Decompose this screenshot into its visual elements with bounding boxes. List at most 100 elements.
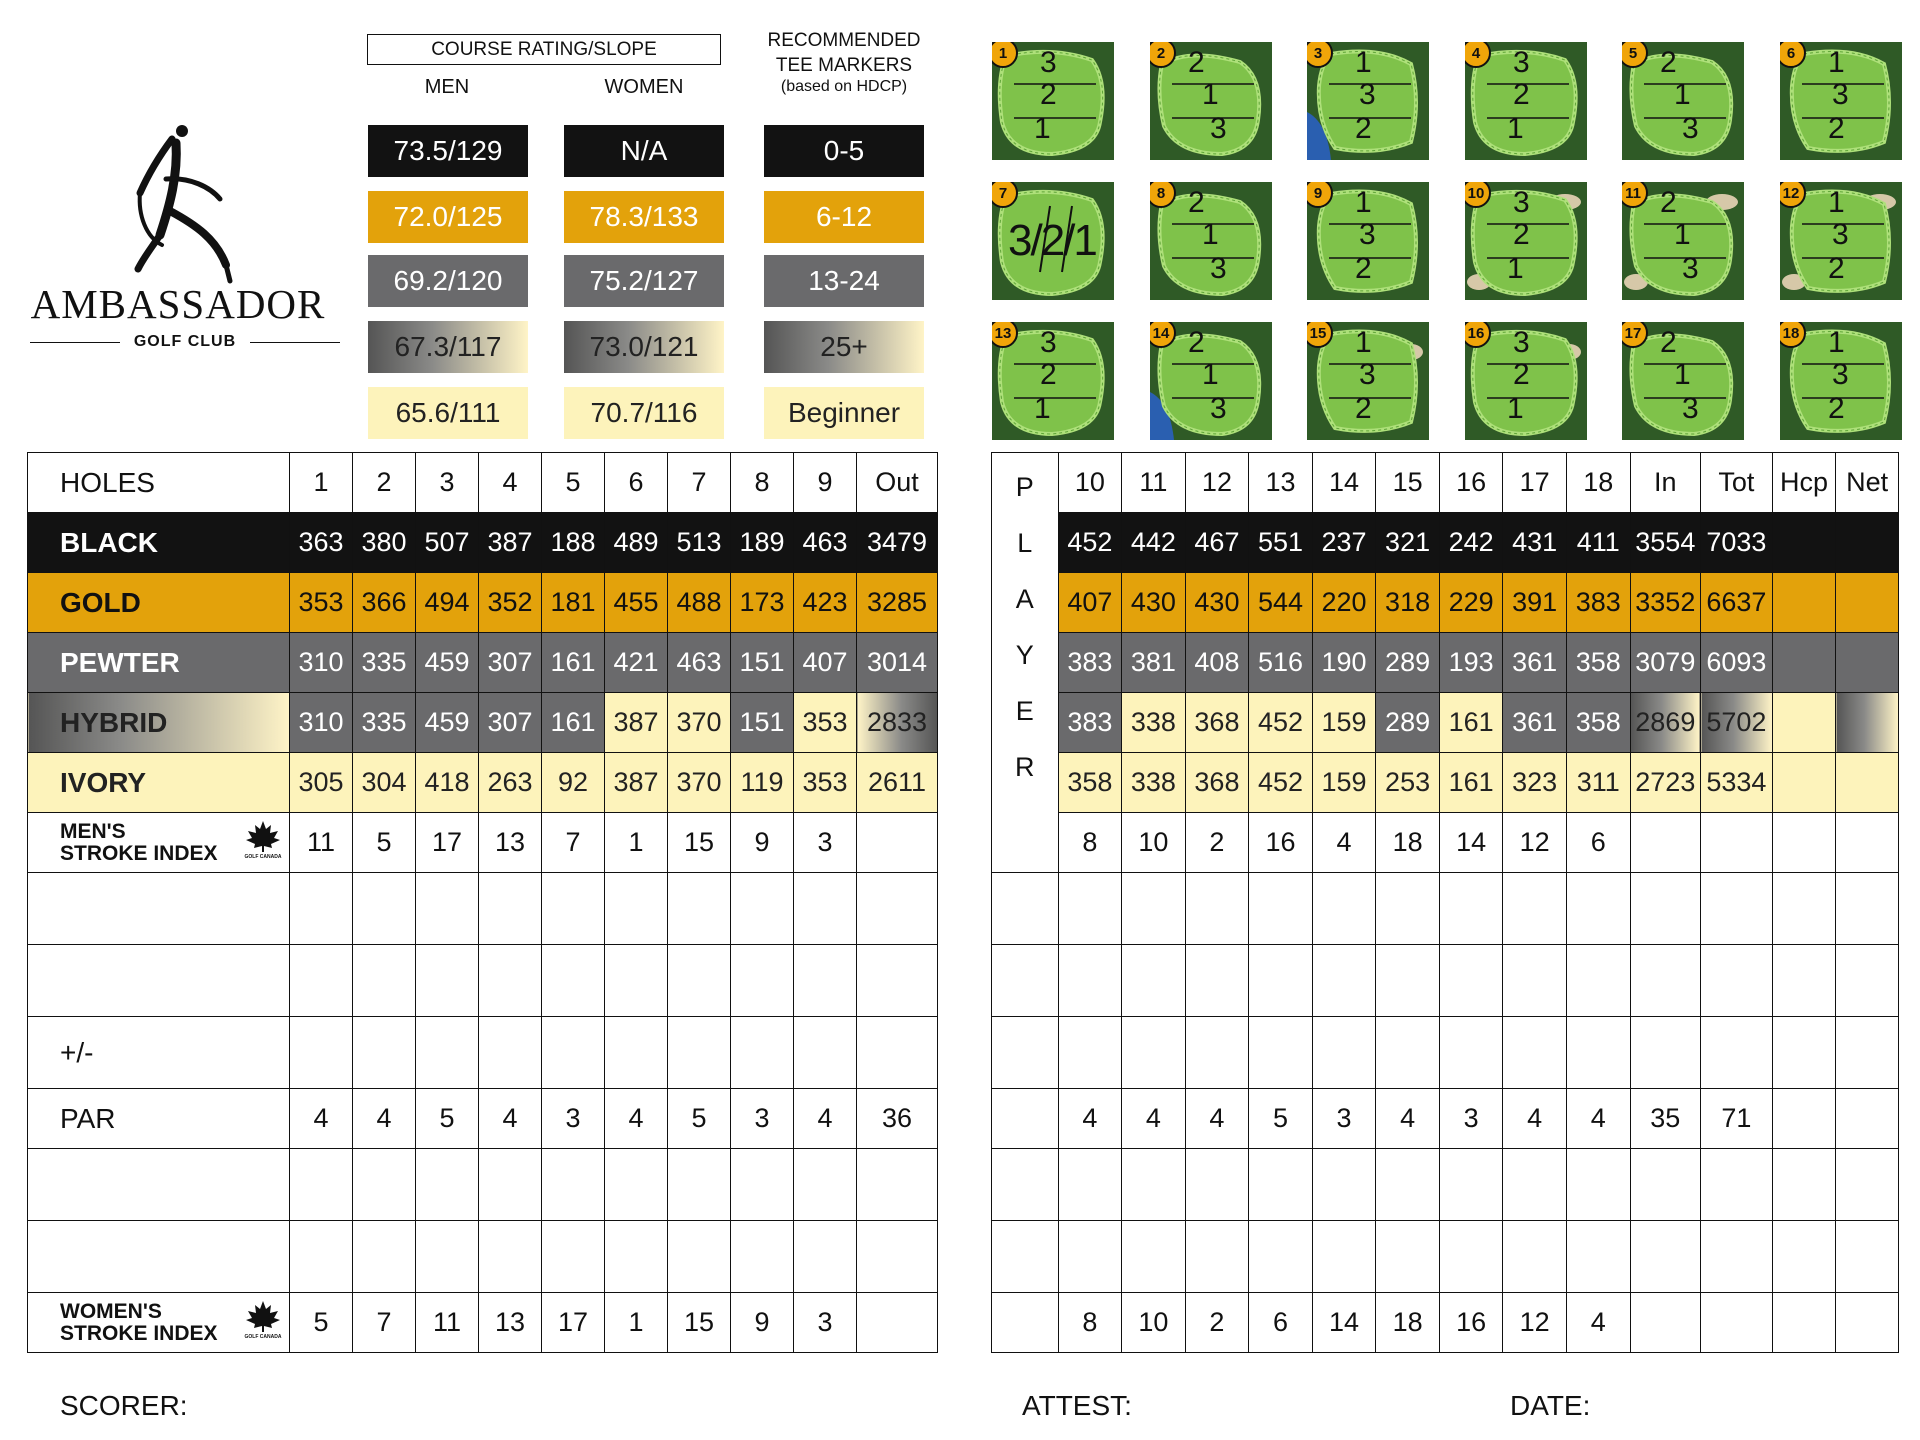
score-entry-cell[interactable] (1057, 1220, 1123, 1293)
score-entry-cell[interactable] (1700, 1148, 1773, 1221)
plus-minus-cell[interactable] (1375, 1016, 1440, 1089)
score-entry-cell[interactable] (1502, 1148, 1567, 1221)
plus-minus-cell[interactable] (1121, 1016, 1186, 1089)
score-entry-cell[interactable] (1057, 1148, 1123, 1221)
plus-minus-cell[interactable] (1835, 1016, 1899, 1089)
score-entry-cell[interactable] (415, 872, 479, 945)
plus-minus-cell[interactable] (1502, 1016, 1567, 1089)
plus-minus-cell[interactable] (667, 1016, 731, 1089)
score-entry-cell[interactable] (1057, 872, 1123, 945)
plus-minus-cell[interactable] (478, 1016, 542, 1089)
score-entry-cell[interactable] (478, 872, 542, 945)
score-entry-cell[interactable] (27, 944, 290, 1017)
score-entry-cell[interactable] (415, 1220, 479, 1293)
score-entry-cell[interactable] (1375, 1148, 1440, 1221)
score-entry-cell[interactable] (352, 1220, 416, 1293)
score-entry-cell[interactable] (1565, 1220, 1631, 1293)
score-entry-cell[interactable] (991, 1220, 1059, 1293)
score-entry-cell[interactable] (1438, 1148, 1504, 1221)
score-entry-cell[interactable] (1771, 1220, 1837, 1293)
score-entry-cell[interactable] (793, 944, 857, 1017)
score-entry-cell[interactable] (1184, 1148, 1250, 1221)
score-entry-cell[interactable] (604, 1220, 668, 1293)
score-entry-cell[interactable] (991, 872, 1059, 945)
score-entry-cell[interactable] (415, 1148, 479, 1221)
score-entry-cell[interactable] (856, 1148, 938, 1221)
score-entry-cell[interactable] (604, 944, 668, 1017)
score-entry-cell[interactable] (478, 944, 542, 1017)
score-entry-cell[interactable] (1700, 872, 1773, 945)
score-entry-cell[interactable] (1502, 944, 1567, 1017)
score-entry-cell[interactable] (352, 1148, 416, 1221)
score-entry-cell[interactable] (27, 1148, 290, 1221)
score-entry-cell[interactable] (1700, 1220, 1773, 1293)
score-entry-cell[interactable] (1835, 1220, 1899, 1293)
score-entry-cell[interactable] (991, 1148, 1059, 1221)
score-entry-cell[interactable] (1565, 1148, 1631, 1221)
plus-minus-cell[interactable] (1248, 1016, 1313, 1089)
score-entry-cell[interactable] (1629, 1148, 1702, 1221)
score-entry-cell[interactable] (730, 1148, 794, 1221)
score-entry-cell[interactable] (478, 1148, 542, 1221)
plus-minus-cell[interactable] (730, 1016, 794, 1089)
score-entry-cell[interactable] (1311, 1148, 1377, 1221)
score-entry-cell[interactable] (1565, 944, 1631, 1017)
plus-minus-cell[interactable] (1438, 1016, 1504, 1089)
score-entry-cell[interactable] (1311, 1220, 1377, 1293)
plus-minus-cell[interactable] (352, 1016, 416, 1089)
score-entry-cell[interactable] (793, 1148, 857, 1221)
score-entry-cell[interactable] (1375, 872, 1440, 945)
score-entry-cell[interactable] (352, 872, 416, 945)
score-entry-cell[interactable] (541, 872, 605, 945)
score-entry-cell[interactable] (667, 1148, 731, 1221)
score-entry-cell[interactable] (1438, 944, 1504, 1017)
score-entry-cell[interactable] (1835, 1148, 1899, 1221)
score-entry-cell[interactable] (1375, 1220, 1440, 1293)
score-entry-cell[interactable] (289, 872, 353, 945)
score-entry-cell[interactable] (541, 1148, 605, 1221)
plus-minus-cell[interactable] (604, 1016, 668, 1089)
plus-minus-cell[interactable] (1771, 1016, 1837, 1089)
score-entry-cell[interactable] (730, 1220, 794, 1293)
score-entry-cell[interactable] (1311, 872, 1377, 945)
score-entry-cell[interactable] (1700, 944, 1773, 1017)
plus-minus-cell[interactable] (1311, 1016, 1377, 1089)
score-entry-cell[interactable] (1771, 944, 1837, 1017)
score-entry-cell[interactable] (1835, 872, 1899, 945)
score-entry-cell[interactable] (1184, 1220, 1250, 1293)
score-entry-cell[interactable] (1121, 872, 1186, 945)
plus-minus-cell[interactable] (415, 1016, 479, 1089)
score-entry-cell[interactable] (415, 944, 479, 1017)
plus-minus-cell[interactable] (1629, 1016, 1702, 1089)
plus-minus-cell[interactable] (541, 1016, 605, 1089)
plus-minus-cell[interactable] (793, 1016, 857, 1089)
score-entry-cell[interactable] (793, 1220, 857, 1293)
score-entry-cell[interactable] (1121, 944, 1186, 1017)
score-entry-cell[interactable] (856, 872, 938, 945)
score-entry-cell[interactable] (604, 872, 668, 945)
score-entry-cell[interactable] (541, 1220, 605, 1293)
score-entry-cell[interactable] (27, 1220, 290, 1293)
score-entry-cell[interactable] (352, 944, 416, 1017)
score-entry-cell[interactable] (289, 944, 353, 1017)
plus-minus-cell[interactable] (1565, 1016, 1631, 1089)
score-entry-cell[interactable] (27, 872, 290, 945)
score-entry-cell[interactable] (1771, 1148, 1837, 1221)
score-entry-cell[interactable] (604, 1148, 668, 1221)
score-entry-cell[interactable] (1057, 944, 1123, 1017)
score-entry-cell[interactable] (667, 872, 731, 945)
score-entry-cell[interactable] (1502, 872, 1567, 945)
score-entry-cell[interactable] (289, 1148, 353, 1221)
plus-minus-cell[interactable] (856, 1016, 938, 1089)
plus-minus-cell[interactable] (991, 1016, 1059, 1089)
plus-minus-cell[interactable] (1184, 1016, 1250, 1089)
score-entry-cell[interactable] (991, 944, 1059, 1017)
score-entry-cell[interactable] (1375, 944, 1440, 1017)
score-entry-cell[interactable] (1502, 1220, 1567, 1293)
score-entry-cell[interactable] (1248, 1148, 1313, 1221)
score-entry-cell[interactable] (1629, 944, 1702, 1017)
score-entry-cell[interactable] (1311, 944, 1377, 1017)
score-entry-cell[interactable] (1771, 872, 1837, 945)
score-entry-cell[interactable] (667, 944, 731, 1017)
score-entry-cell[interactable] (541, 944, 605, 1017)
